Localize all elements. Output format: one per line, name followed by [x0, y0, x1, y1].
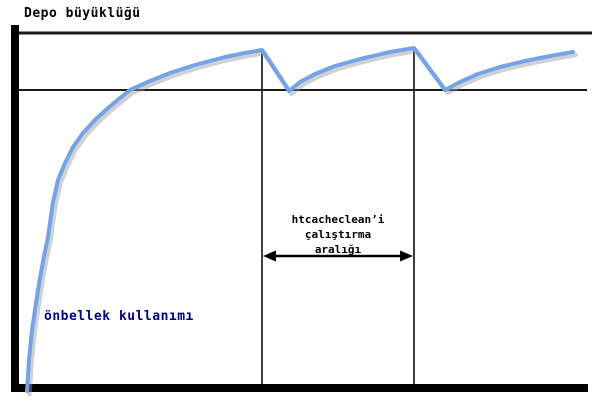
y-axis-title: Depo büyüklüğü: [24, 6, 141, 21]
interval-annotation: htcacheclean’i çalıştırma aralığı: [262, 212, 414, 257]
cache-usage-curve-shadow: [27, 48, 578, 397]
interval-annotation-line-3: aralığı: [314, 243, 362, 256]
interval-arrow-right-head: [400, 250, 413, 262]
interval-arrow-left-head: [263, 250, 276, 262]
cache-usage-curve: [25, 46, 575, 393]
curve-label: önbellek kullanımı: [44, 309, 194, 324]
interval-annotation-line-2: çalıştırma: [304, 228, 372, 241]
interval-annotation-line-1: htcacheclean’i: [291, 213, 385, 226]
